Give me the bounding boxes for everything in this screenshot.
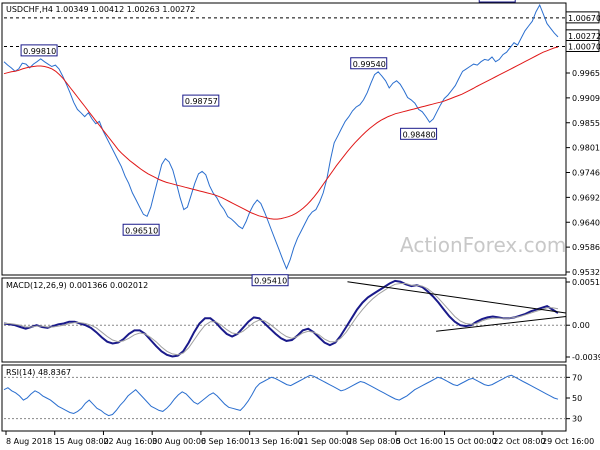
- x-tick-label: 22 Oct 08:00: [493, 437, 545, 446]
- x-tick-label: 15 Oct 00:00: [445, 437, 497, 446]
- rsi-series-0: [3, 374, 559, 417]
- price-annotation-box: [20, 44, 58, 57]
- price-annotation-label: 0.98757: [185, 97, 218, 106]
- price-annotation-label: 0.96510: [125, 226, 158, 235]
- price-tag-box: [565, 11, 600, 24]
- x-tick-label: 28 Sep 08:00: [347, 437, 400, 446]
- macd-series-0: [3, 279, 559, 358]
- price-annotation-box: [182, 94, 220, 107]
- rsi-title: RSI(14) 48.8367: [6, 368, 71, 377]
- series-group: [3, 3, 559, 417]
- price-annotation-label: 1.00940: [481, 0, 514, 2]
- x-tick-label: 6 Sep 16:00: [201, 437, 249, 446]
- price-tag-label: 1.00670: [568, 14, 600, 23]
- price-title: USDCHF,H4 1.00349 1.00412 1.00263 1.0027…: [6, 5, 195, 14]
- x-tick-label: 13 Sep 16:00: [250, 437, 303, 446]
- price-annotation-label: 0.98480: [403, 130, 436, 139]
- price-annotation-label: 0.99540: [353, 60, 386, 69]
- macd-series-1: [4, 283, 559, 356]
- price-series-1: [3, 46, 559, 220]
- rsi-y-label: 30: [572, 415, 582, 424]
- macd-trendline-upper: [347, 281, 567, 314]
- price-y-label: 0.96925: [572, 193, 600, 202]
- price-annotation-box: [251, 274, 289, 287]
- price-tag-label: 1.00070: [568, 42, 600, 51]
- x-tick-label: 21 Sep 00:00: [298, 437, 351, 446]
- price-y-label: 0.95865: [572, 243, 600, 252]
- macd-y-label: -0.003989: [572, 353, 600, 362]
- price-y-label: 0.95320: [572, 268, 600, 277]
- price-annotation-box: [122, 223, 160, 236]
- macd-y-label: 0.005145: [572, 278, 600, 287]
- annotation-group: 1.00940 0.99810 0.99540 0.98480 0.98757 0.965…: [20, 0, 567, 332]
- price-annotation-box: [400, 127, 438, 140]
- price-tag-label: 1.00272: [568, 32, 600, 41]
- rsi-y-label: 50: [572, 394, 582, 403]
- rsi-panel-border: [1, 364, 567, 432]
- macd-title: MACD(12,26,9) 0.001366 0.002012: [6, 281, 148, 290]
- price-series-0: [3, 3, 559, 271]
- x-tick-label: 8 Aug 2018: [6, 437, 52, 446]
- x-tick-label: 22 Aug 16:00: [103, 437, 157, 446]
- rsi-y-label: 70: [572, 373, 582, 382]
- macd-trendline-lower: [436, 316, 567, 332]
- x-tick-label: 29 Oct 16:00: [542, 437, 594, 446]
- price-y-label: 0.97465: [572, 169, 600, 178]
- x-tick-label: 30 Aug 00:00: [152, 437, 206, 446]
- x-tick-label: 15 Aug 08:00: [55, 437, 109, 446]
- grid-group: [4, 17, 566, 420]
- price-annotation-label: 0.99810: [23, 47, 56, 56]
- macd-y-label: 0.00: [572, 321, 590, 330]
- watermark: ActionForex.com: [400, 233, 566, 257]
- price-tag-box: [565, 39, 600, 52]
- price-annotation-label: 0.95410: [254, 277, 287, 286]
- price-annotation-box: [478, 0, 516, 3]
- price-annotation-box: [350, 57, 388, 70]
- x-tick-label: 5 Oct 16:00: [396, 437, 443, 446]
